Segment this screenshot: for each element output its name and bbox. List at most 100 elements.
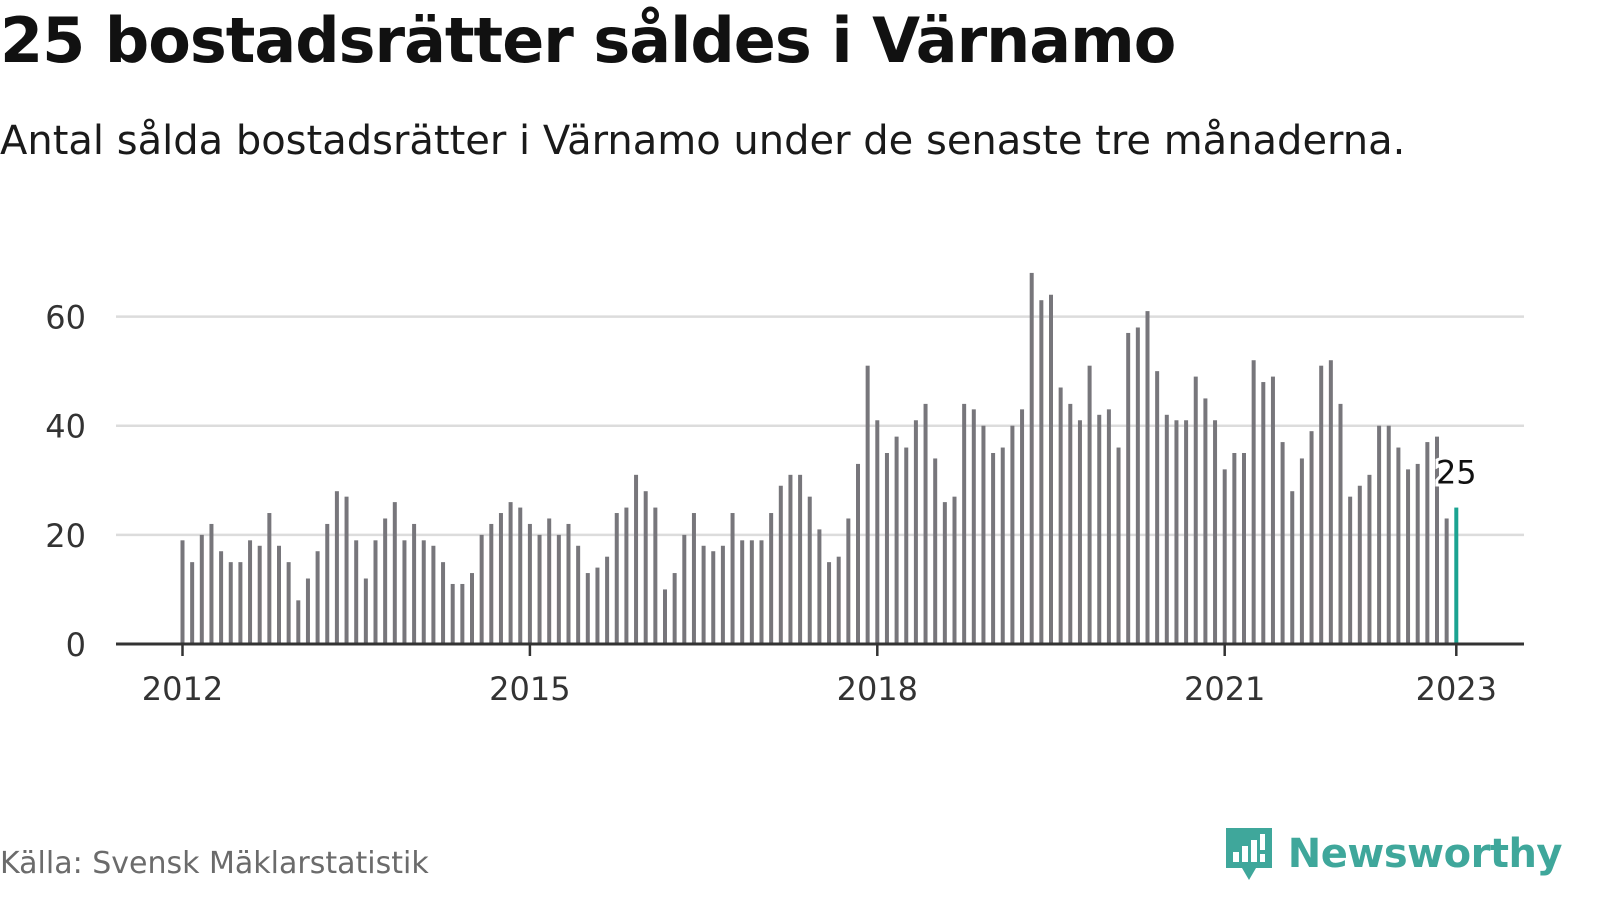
bar xyxy=(228,562,233,644)
bar xyxy=(1203,398,1208,644)
bar xyxy=(402,540,407,644)
bar xyxy=(981,425,986,644)
axes xyxy=(116,642,1524,656)
bar xyxy=(412,523,417,644)
bar xyxy=(180,540,185,644)
bar xyxy=(190,562,195,644)
bar xyxy=(1338,403,1343,644)
bar xyxy=(827,562,832,644)
bar xyxy=(605,556,610,644)
bar xyxy=(807,496,812,644)
y-tick-label: 20 xyxy=(45,517,86,555)
bar xyxy=(1425,442,1430,644)
bar xyxy=(498,513,503,644)
x-tick-label: 2023 xyxy=(1416,670,1497,708)
bar xyxy=(1174,420,1179,644)
bar xyxy=(614,513,619,644)
bar xyxy=(595,567,600,644)
bar xyxy=(759,540,764,644)
bar xyxy=(547,518,552,644)
bar xyxy=(1020,409,1025,644)
bar xyxy=(1444,518,1449,644)
bar xyxy=(1251,360,1256,644)
highlight-bar xyxy=(1454,507,1459,644)
bar xyxy=(884,453,889,644)
bar xyxy=(856,463,860,644)
bar xyxy=(267,513,272,644)
bar xyxy=(508,502,513,644)
bar xyxy=(1213,420,1218,644)
bar xyxy=(392,502,397,644)
labels: 0 20 40 60 2012 2015 2018 2021 2023 25 xyxy=(45,299,1497,708)
bar xyxy=(566,523,571,644)
bar xyxy=(634,474,639,644)
bar xyxy=(798,474,803,644)
bar xyxy=(1406,469,1411,644)
bar xyxy=(1058,387,1063,644)
highlight-value-label: 25 xyxy=(1436,454,1477,492)
bar xyxy=(672,573,677,644)
chart-subtitle: Antal sålda bostadsrätter i Värnamo unde… xyxy=(0,118,1406,164)
bar xyxy=(836,556,841,644)
bar xyxy=(1261,382,1266,644)
bar xyxy=(1222,469,1227,644)
bar xyxy=(865,365,870,644)
bar xyxy=(257,545,262,644)
bar xyxy=(277,545,281,644)
bar xyxy=(1164,414,1169,644)
bar xyxy=(460,583,465,644)
bar xyxy=(1193,376,1198,644)
y-tick-label: 40 xyxy=(45,408,86,446)
bar xyxy=(1357,485,1362,644)
bar xyxy=(354,540,359,644)
bar xyxy=(1348,496,1353,644)
bar xyxy=(325,523,330,644)
bar xyxy=(1145,311,1150,644)
bar xyxy=(1242,453,1246,644)
bar xyxy=(199,534,204,644)
bar xyxy=(1232,453,1237,644)
bar xyxy=(209,523,214,644)
bar xyxy=(701,545,706,644)
bar xyxy=(470,573,474,644)
bar xyxy=(238,562,243,644)
bar xyxy=(1116,447,1121,644)
x-tick-label: 2015 xyxy=(489,670,570,708)
bar xyxy=(663,589,667,644)
brand-name: Newsworthy xyxy=(1287,831,1563,877)
bar xyxy=(624,507,629,644)
bar xyxy=(556,534,561,644)
bar xyxy=(1087,365,1092,644)
bar xyxy=(1328,360,1333,644)
bar xyxy=(643,491,648,644)
bar xyxy=(749,540,754,644)
x-tick-label: 2021 xyxy=(1184,670,1265,708)
bar xyxy=(1386,425,1391,644)
y-tick-label: 0 xyxy=(66,626,86,664)
bar xyxy=(1377,425,1382,644)
bar xyxy=(1309,431,1314,644)
bar xyxy=(383,518,388,644)
x-tick-label: 2012 xyxy=(142,670,223,708)
bar xyxy=(1435,436,1439,644)
bar xyxy=(875,420,880,644)
bar xyxy=(653,507,658,644)
bar xyxy=(1077,420,1082,644)
bar xyxy=(1000,447,1005,644)
bar xyxy=(1155,371,1160,644)
bar xyxy=(585,573,590,644)
source-note: Källa: Svensk Mäklarstatistik xyxy=(0,846,429,881)
bar xyxy=(489,523,494,644)
bar xyxy=(971,409,976,644)
bar xyxy=(421,540,426,644)
bar xyxy=(952,496,957,644)
bar xyxy=(1049,294,1053,644)
brand-logo[interactable]: Newsworthy xyxy=(1224,826,1563,882)
bar xyxy=(1319,365,1324,644)
x-tick-label: 2018 xyxy=(837,670,918,708)
bar xyxy=(1029,272,1034,644)
bar xyxy=(1068,403,1073,644)
bar xyxy=(894,436,899,644)
bar xyxy=(363,578,368,644)
bar xyxy=(1367,474,1372,644)
